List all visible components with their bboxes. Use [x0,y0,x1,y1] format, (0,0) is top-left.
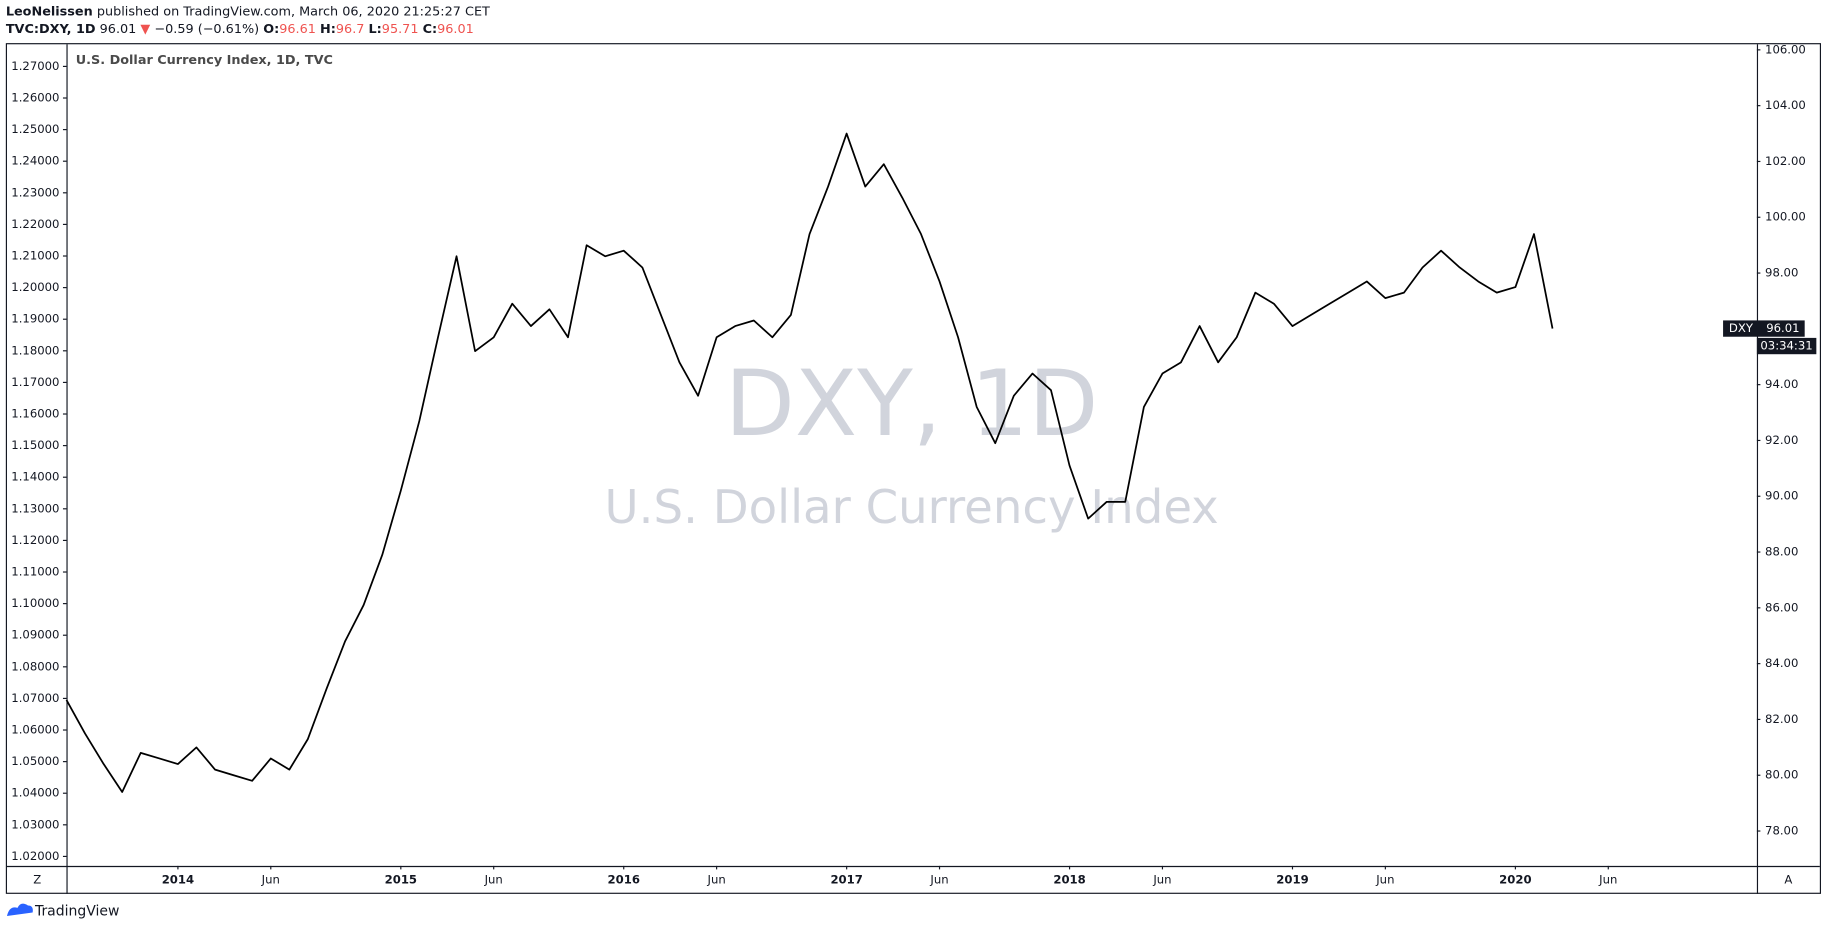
low-label: L: [369,22,382,37]
x-tick-label: 2018 [1053,872,1085,886]
y-tick-label: 1.16000 [11,407,59,421]
published: published on TradingView.com, March 06, … [97,4,490,19]
countdown-box [1756,337,1817,355]
chart-title: U.S. Dollar Currency Index, 1D, TVC [76,53,333,68]
y2-tick-label: 92.00 [1765,433,1798,447]
price-label-box [1723,320,1805,337]
price-label-name: DXY [1729,321,1754,335]
y-tick-label: 1.25000 [11,122,59,136]
corner-right[interactable]: A [1784,872,1792,886]
y-tick-label: 1.27000 [11,59,59,73]
x-tick-label: 2016 [608,872,640,886]
y-tick-label: 1.21000 [11,249,59,263]
countdown: 03:34:31 [1760,339,1812,353]
y-tick-label: 1.05000 [11,754,59,768]
y-tick-label: 1.22000 [11,217,59,231]
y-tick-label: 1.10000 [11,596,59,610]
author: LeoNelissen [6,4,93,19]
x-tick-label: Jun [707,872,726,886]
last-price: 96.01 [100,22,137,37]
y-tick-label: 1.19000 [11,312,59,326]
y-tick-label: 1.23000 [11,185,59,199]
x-tick-label: 2019 [1276,872,1308,886]
header-line-2: TVC:DXY, 1D 96.01 ▼ −0.59 (−0.61%) O:96.… [6,22,474,37]
y2-tick-label: 102.00 [1765,154,1806,168]
brand-logo[interactable] [6,903,33,917]
price-line [65,132,1554,793]
change-arrow: ▼ [140,22,150,37]
y-tick-label: 1.24000 [11,154,59,168]
y-tick-label: 1.15000 [11,438,59,452]
y2-tick-label: 80.00 [1765,768,1798,782]
close-label: C: [423,22,438,37]
y2-tick-label: 94.00 [1765,377,1798,391]
y-tick-label: 1.04000 [11,786,59,800]
x-tick-label: 2017 [830,872,862,886]
x-tick-label: Jun [929,872,948,886]
y2-tick-label: 106.00 [1765,42,1806,56]
y-tick-label: 1.02000 [11,849,59,863]
y-tick-label: 1.20000 [11,280,59,294]
y-tick-label: 1.09000 [11,628,59,642]
x-tick-label: 2020 [1499,872,1531,886]
x-tick-label: 2015 [385,872,417,886]
x-tick-label: 2014 [162,872,194,886]
y2-tick-label: 82.00 [1765,712,1798,726]
x-tick-label: Jun [261,872,280,886]
close: 96.01 [437,22,474,37]
y-tick-label: 1.14000 [11,470,59,484]
y2-tick-label: 100.00 [1765,210,1806,224]
y2-tick-label: 104.00 [1765,98,1806,112]
symbol: TVC:DXY, 1D [6,22,96,37]
y2-tick-label: 88.00 [1765,545,1798,559]
y2-tick-label: 84.00 [1765,656,1798,670]
watermark-subtitle: U.S. Dollar Currency Index [605,480,1219,534]
chart-frame [5,43,1822,894]
y-tick-label: 1.07000 [11,691,59,705]
y2-tick-label: 78.00 [1765,824,1798,838]
y-tick-label: 1.17000 [11,375,59,389]
high: 96.7 [336,22,365,37]
price-label-value: 96.01 [1766,321,1799,335]
y2-tick-label: 86.00 [1765,600,1798,614]
y-tick-label: 1.18000 [11,343,59,357]
y-tick-label: 1.11000 [11,565,59,579]
header-line-1: LeoNelissen published on TradingView.com… [6,4,490,19]
y2-tick-label: 90.00 [1765,489,1798,503]
y-tick-label: 1.26000 [11,91,59,105]
open-label: O: [263,22,279,37]
low: 95.71 [382,22,419,37]
y-tick-label: 1.03000 [11,817,59,831]
y-tick-label: 1.12000 [11,533,59,547]
change: −0.59 (−0.61%) [154,22,259,37]
brand[interactable]: TradingView [34,903,119,919]
watermark: DXY, 1D [725,352,1099,457]
y-tick-label: 1.08000 [11,659,59,673]
x-tick-label: Jun [1152,872,1171,886]
high-label: H: [320,22,336,37]
corner-left[interactable]: Z [33,872,41,886]
y-tick-label: 1.13000 [11,501,59,515]
y-tick-label: 1.06000 [11,723,59,737]
x-tick-label: Jun [484,872,503,886]
x-tick-label: Jun [1375,872,1394,886]
x-tick-label: Jun [1598,872,1617,886]
open: 96.61 [279,22,316,37]
y2-tick-label: 98.00 [1765,266,1798,280]
